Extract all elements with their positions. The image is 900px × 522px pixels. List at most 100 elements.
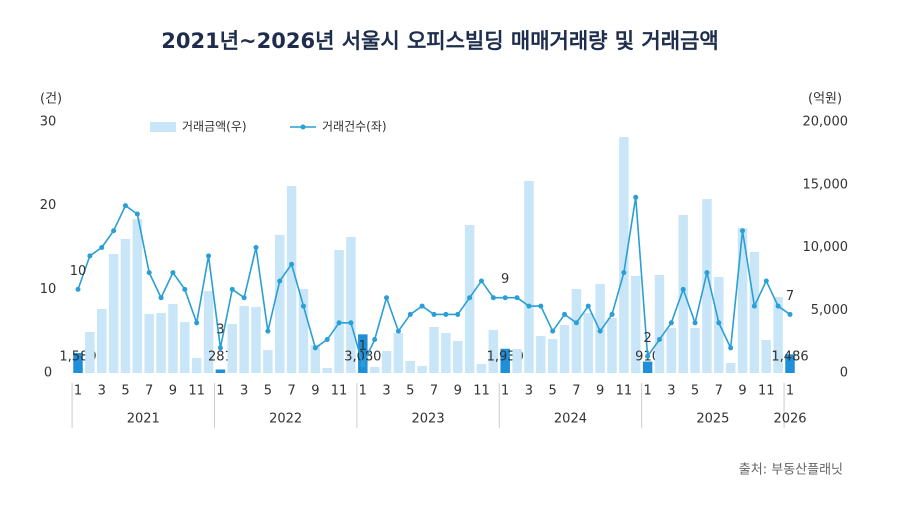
x-tick-label: 7 [287, 384, 295, 399]
bar [583, 313, 594, 373]
bar [215, 369, 226, 373]
line-point [763, 278, 769, 284]
line-point [668, 320, 674, 326]
bar [702, 199, 712, 373]
bar [405, 360, 416, 373]
legend-label: 거래금액(우) [182, 120, 247, 134]
bar [630, 275, 641, 373]
line-point [538, 303, 544, 309]
bar [310, 345, 321, 373]
x-tick-label: 11 [331, 384, 348, 399]
line-point [656, 337, 662, 343]
line-point [348, 320, 354, 326]
line-point [407, 311, 413, 317]
bar [595, 284, 605, 373]
x-tick-label: 3 [240, 384, 248, 399]
legend-label: 거래건수(좌) [322, 120, 387, 134]
x-tick-label: 7 [430, 384, 438, 399]
x-tick-label: 1 [501, 384, 509, 399]
line-point [134, 211, 140, 217]
line-point [502, 295, 508, 301]
line-point [360, 362, 366, 368]
y2-tick-label: 15,000 [803, 177, 849, 192]
bar [536, 335, 546, 373]
bar [369, 366, 380, 373]
x-tick-label: 9 [738, 384, 746, 399]
line-point [609, 311, 615, 317]
line-point [550, 328, 556, 334]
bar [132, 219, 143, 373]
line-point [372, 337, 378, 343]
line-point [467, 295, 473, 301]
bar [358, 334, 368, 373]
year-label: 2024 [554, 412, 587, 427]
y2-axis-label: (억원) [808, 92, 842, 107]
line-point [217, 345, 223, 351]
bar [180, 322, 190, 373]
line-point [716, 320, 722, 326]
line-point [277, 278, 283, 284]
bar [73, 353, 83, 373]
line-point [99, 245, 105, 250]
line-point [704, 270, 710, 276]
y-tick-label: 10 [40, 282, 57, 297]
bar [690, 327, 700, 373]
bar [334, 250, 344, 373]
legend-swatch [300, 124, 306, 130]
bar [168, 303, 178, 373]
line-point [170, 270, 176, 276]
line-point [395, 328, 401, 334]
bar [346, 236, 356, 373]
year-label: 2025 [696, 412, 729, 427]
line-point [241, 295, 247, 301]
bar [393, 332, 404, 373]
bar [761, 339, 772, 373]
x-tick-label: 7 [572, 384, 580, 399]
x-tick-label: 9 [169, 384, 177, 399]
x-tick-label: 3 [667, 384, 675, 399]
bar [108, 254, 119, 373]
line-point [265, 328, 271, 334]
bar [773, 296, 783, 373]
bar [239, 305, 249, 373]
line-point [419, 303, 425, 309]
line-point [312, 345, 318, 351]
bar [500, 348, 510, 373]
line-point [455, 311, 461, 317]
x-tick-label: 7 [715, 384, 723, 399]
y2-tick-label: 10,000 [803, 240, 849, 255]
x-tick-label: 5 [691, 384, 699, 399]
line-value-label: 7 [786, 289, 794, 304]
bar [298, 289, 309, 373]
line-point [645, 353, 651, 359]
line-point [633, 194, 639, 200]
year-label: 2022 [269, 412, 302, 427]
x-tick-label: 1 [74, 384, 82, 399]
line-point [621, 270, 627, 276]
line-point [122, 203, 128, 209]
bar [547, 338, 558, 373]
bar [559, 325, 570, 373]
line-point [490, 295, 496, 301]
x-tick-label: 11 [473, 384, 490, 399]
bar [619, 137, 629, 373]
bar-value-label: 1,486 [771, 350, 808, 365]
line-point [253, 245, 259, 250]
x-tick-label: 11 [758, 384, 775, 399]
line-point [573, 320, 579, 326]
x-tick-label: 5 [549, 384, 557, 399]
x-tick-label: 3 [382, 384, 390, 399]
bar [251, 306, 261, 373]
x-tick-label: 1 [643, 384, 651, 399]
bar [96, 308, 107, 373]
x-tick-label: 3 [525, 384, 533, 399]
bar [654, 274, 665, 373]
line-point [692, 320, 698, 326]
bar [263, 350, 273, 373]
line-point [680, 286, 686, 292]
line-value-label: 1 [359, 339, 367, 354]
x-tick-label: 9 [596, 384, 604, 399]
line-point [206, 253, 212, 259]
line-point [740, 228, 746, 234]
y-tick-label: 0 [44, 366, 52, 381]
